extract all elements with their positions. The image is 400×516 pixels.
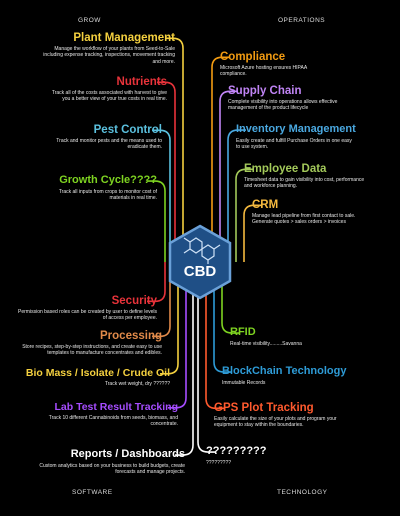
rfid-connector (221, 262, 240, 334)
rfid-title: RFID (230, 326, 256, 338)
security-title: Security (111, 295, 157, 307)
growth-cycle-connector (147, 180, 166, 262)
inventory-management-description: Easily create and fulfill Purchase Order… (236, 137, 352, 150)
security-connector (147, 262, 166, 303)
employee-data-title: Employee Data (244, 163, 327, 175)
molecule-icon (183, 237, 221, 264)
right-item-inventory-management: Inventory Management Easily create and fu… (236, 123, 356, 150)
supply-chain-description: Complete visibility into operations allo… (228, 99, 338, 112)
supply-chain-connector (219, 90, 238, 262)
inventory-management-connector (227, 129, 246, 262)
compliance-title: Compliance (220, 51, 286, 63)
processing-connector (152, 262, 171, 338)
plant-management-connector (165, 37, 184, 262)
lab-test-title: Lab Test Result Tracking (54, 401, 178, 413)
supply-chain-title: Supply Chain (228, 85, 302, 97)
unknown-tech-description: ????????? (206, 459, 232, 466)
processing-title: Processing (100, 330, 162, 342)
left-item-security: Security Permission based roles can be cr… (17, 295, 157, 322)
rfid-description: Real-time visibility.........Savanna (230, 340, 302, 347)
processing-description: Store recipes, step-by-step instructions… (22, 344, 162, 357)
left-item-plant-management: Plant Management Manage the workflow of y… (35, 32, 175, 65)
plant-management-title: Plant Management (73, 32, 175, 44)
right-item-compliance: Compliance Microsoft Azure hosting ensure… (220, 51, 330, 78)
nutrients-description: Track all of the costs associated with h… (51, 90, 167, 103)
compliance-description: Microsoft Azure hosting ensures HIPAA co… (220, 65, 307, 78)
reports-connector (175, 262, 194, 456)
left-item-lab-test: Lab Test Result Tracking Track 10 differe… (38, 401, 178, 428)
pest-control-connector (152, 129, 171, 262)
gps-description: Easily calculate the size of your plots … (214, 416, 337, 429)
crm-description: Manage lead pipeline from first contact … (252, 213, 356, 226)
inventory-management-title: Inventory Management (236, 123, 356, 135)
gps-connector (205, 262, 224, 410)
left-item-bio-mass: Bio Mass / Isolate / Crude Oil Track wet … (10, 367, 170, 388)
growth-cycle-description: Track all inputs from crops to monitor c… (58, 188, 157, 201)
right-item-supply-chain: Supply Chain Complete visibility into ope… (228, 85, 353, 112)
nutrients-connector (157, 81, 176, 262)
right-item-rfid: RFID Real-time visibility.........Savanna (230, 326, 355, 347)
left-item-pest-control: Pest Control Track and monitor pests and … (47, 124, 162, 151)
crm-connector (243, 204, 262, 262)
quadrant-label-software: SOFTWARE (72, 489, 113, 496)
compliance-connector (211, 56, 230, 262)
lab-test-connector (168, 262, 187, 409)
bio-mass-title: Bio Mass / Isolate / Crude Oil (25, 367, 170, 379)
blockchain-description: Immutable Records (222, 379, 266, 386)
quadrant-label-operations: OPERATIONS (278, 17, 326, 24)
employee-data-connector (235, 168, 254, 262)
employee-data-description: Timesheet data to gain visibility into c… (244, 177, 365, 190)
right-item-employee-data: Employee Data Timesheet data to gain visi… (244, 163, 369, 190)
unknown-tech-connector (197, 262, 216, 453)
right-item-gps: GPS Plot Tracking Easily calculate the si… (214, 402, 339, 429)
quadrant-label-technology: TECHNOLOGY (277, 489, 328, 496)
lab-test-description: Track 10 different Cannabinoids from see… (48, 415, 178, 428)
unknown-tech-title: ????????? (206, 445, 267, 457)
right-item-blockchain: BlockChain Technology Immutable Records (222, 365, 347, 386)
blockchain-connector (213, 262, 232, 373)
right-item-unknown-tech: ?????????????????? (206, 445, 331, 466)
nutrients-title: Nutrients (116, 76, 167, 88)
bio-mass-description: Track wet weight, dry ?????? (104, 381, 170, 388)
reports-title: Reports / Dashboards (70, 448, 185, 460)
gps-title: GPS Plot Tracking (214, 402, 314, 414)
left-item-processing: Processing Store recipes, step-by-step in… (22, 330, 162, 357)
left-item-nutrients: Nutrients Track all of the costs associat… (47, 76, 167, 103)
reports-description: Custom analytics based on your business … (39, 462, 185, 475)
right-item-crm: CRM Manage lead pipeline from first conta… (252, 199, 377, 226)
crm-title: CRM (252, 199, 279, 211)
growth-cycle-title: Growth Cycle???? (59, 174, 157, 186)
bio-mass-connector (160, 262, 179, 375)
hub-label: CBD (183, 263, 217, 280)
plant-management-description: Manage the workflow of your plants from … (43, 46, 175, 65)
cbd-hub-hexagon (168, 224, 232, 300)
left-item-reports: Reports / Dashboards Custom analytics bas… (25, 448, 185, 475)
left-item-growth-cycle: Growth Cycle???? Track all inputs from cr… (42, 174, 157, 201)
quadrant-label-grow: GROW (78, 17, 101, 24)
pest-control-description: Track and monitor pests and the means us… (56, 138, 162, 151)
pest-control-title: Pest Control (93, 124, 162, 136)
security-description: Permission based roles can be created by… (18, 309, 157, 322)
blockchain-title: BlockChain Technology (222, 365, 347, 377)
